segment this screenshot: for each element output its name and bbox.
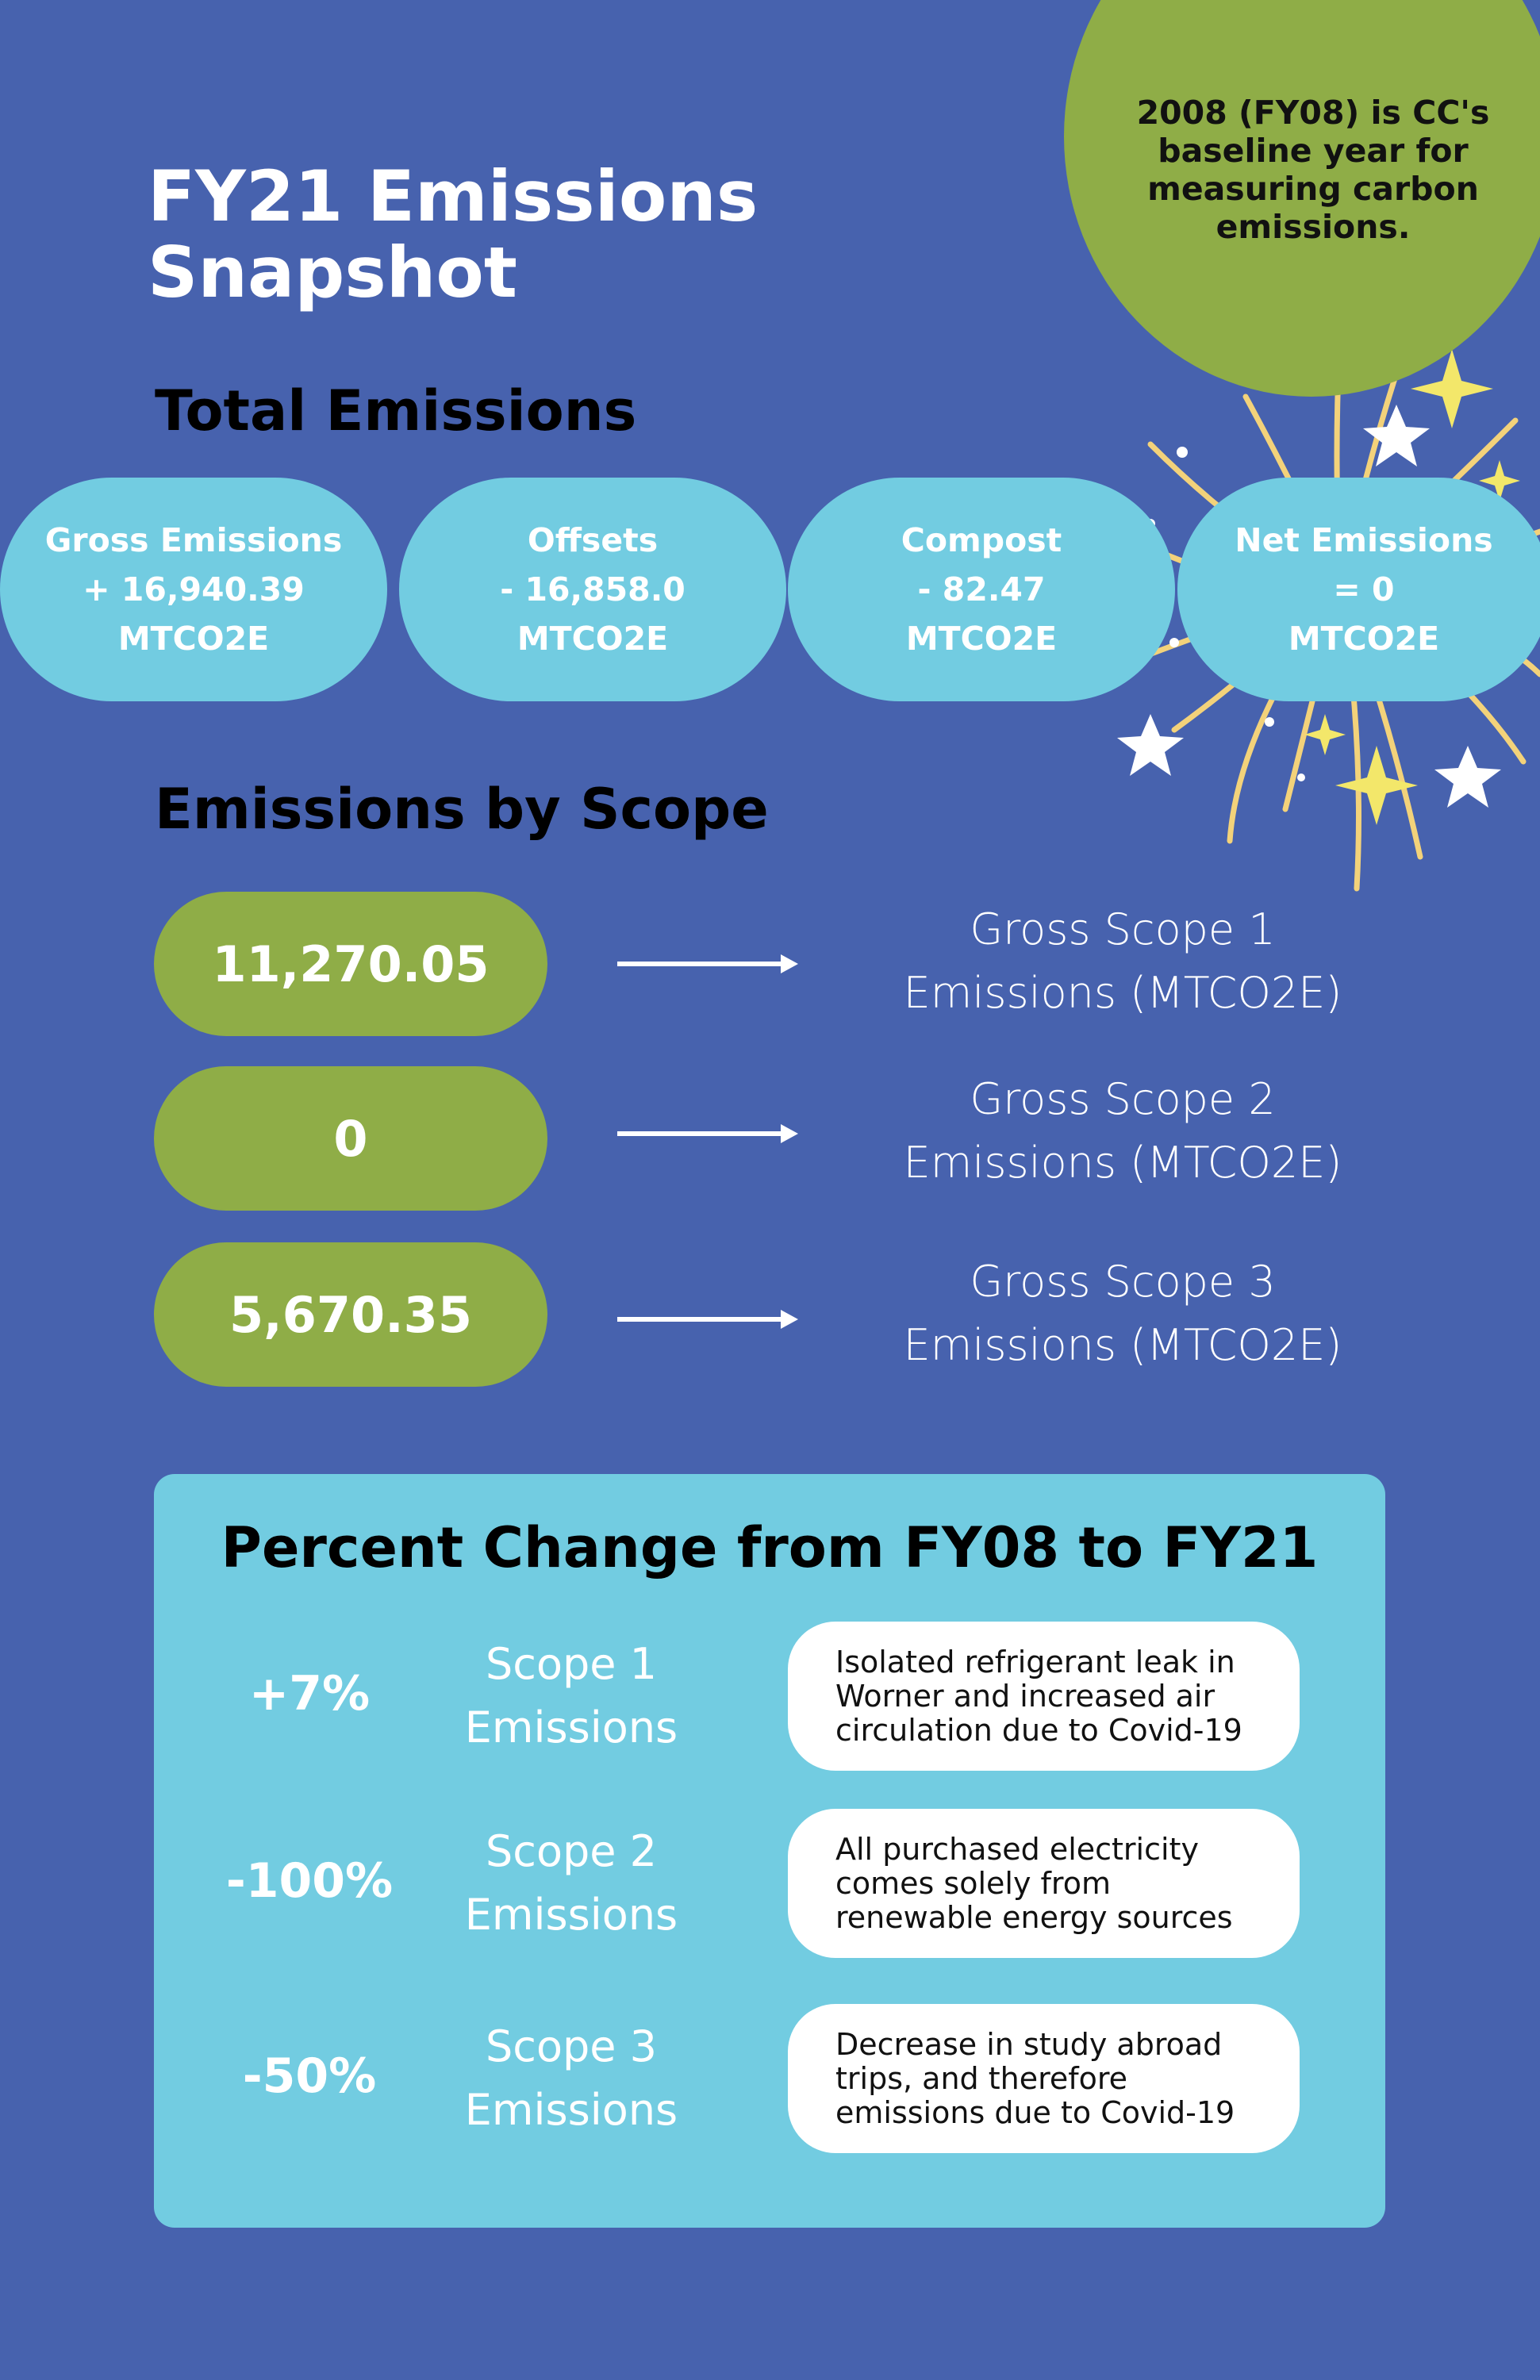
percent-change-heading: Percent Change from FY08 to FY21 bbox=[221, 1515, 1319, 1580]
total-value: - 82.47 bbox=[917, 570, 1046, 608]
total-label: Net Emissions bbox=[1235, 521, 1493, 559]
scope-label-line: Emissions (MTCO2E) bbox=[903, 968, 1342, 1018]
total-value: - 16,858.0 bbox=[500, 570, 686, 608]
baseline-note: 2008 (FY08) is CC's baseline year for me… bbox=[1136, 94, 1490, 246]
total-unit: MTCO2E bbox=[117, 620, 270, 658]
reason-line: Decrease in study abroad bbox=[835, 2026, 1223, 2062]
emissions-by-scope-heading: Emissions by Scope bbox=[155, 777, 769, 842]
arrow-right-icon bbox=[617, 954, 798, 973]
total-value: + 16,940.39 bbox=[83, 570, 305, 608]
total-emissions-heading: Total Emissions bbox=[155, 378, 637, 443]
scope-label-line: Emissions (MTCO2E) bbox=[903, 1320, 1342, 1370]
change-label-line: Emissions bbox=[464, 1702, 678, 1752]
total-value: = 0 bbox=[1333, 570, 1395, 608]
total-unit: MTCO2E bbox=[905, 620, 1058, 658]
scope-3-value: 5,670.35 bbox=[154, 1242, 547, 1387]
reason-line: emissions due to Covid-19 bbox=[835, 2094, 1235, 2130]
reason-line: renewable energy sources bbox=[835, 1899, 1233, 1935]
total-unit: MTCO2E bbox=[517, 620, 669, 658]
scope-1-label: Gross Scope 1 Emissions (MTCO2E) bbox=[857, 898, 1388, 1025]
reason-line: circulation due to Covid-19 bbox=[835, 1712, 1242, 1748]
arrow-right-icon bbox=[617, 1310, 798, 1329]
page-title: FY21 Emissions Snapshot bbox=[148, 155, 758, 313]
scope-2-percent: -100% bbox=[225, 1853, 394, 1909]
total-label: Offsets bbox=[527, 521, 659, 559]
scope-2-label: Gross Scope 2 Emissions (MTCO2E) bbox=[857, 1068, 1388, 1195]
scope-1-reason: Isolated refrigerant leak in Worner and … bbox=[788, 1622, 1300, 1771]
scope-1-change-label: Scope 1 Emissions bbox=[428, 1633, 714, 1760]
scope-2-reason: All purchased electricity comes solely f… bbox=[788, 1809, 1300, 1958]
change-label-line: Emissions bbox=[464, 2085, 678, 2135]
scope-3-reason: Decrease in study abroad trips, and ther… bbox=[788, 2004, 1300, 2153]
total-label: Gross Emissions bbox=[44, 521, 343, 559]
scope-2-value: 0 bbox=[154, 1066, 547, 1211]
scope-label-line: Gross Scope 2 bbox=[970, 1074, 1276, 1124]
reason-line: comes solely from bbox=[835, 1865, 1111, 1901]
scope-1-value: 11,270.05 bbox=[154, 892, 547, 1036]
scope-label-line: Gross Scope 3 bbox=[970, 1257, 1276, 1307]
reason-line: All purchased electricity bbox=[835, 1831, 1199, 1867]
reason-line: Isolated refrigerant leak in bbox=[835, 1644, 1235, 1679]
scope-1-percent: +7% bbox=[248, 1666, 371, 1722]
compost-pill: Compost - 82.47 MTCO2E bbox=[788, 478, 1175, 701]
scope-label-line: Gross Scope 1 bbox=[970, 904, 1276, 954]
net-emissions-pill: Net Emissions = 0 MTCO2E bbox=[1177, 478, 1540, 701]
change-label-line: Scope 1 bbox=[485, 1639, 658, 1689]
gross-emissions-pill: Gross Emissions + 16,940.39 MTCO2E bbox=[0, 478, 387, 701]
scope-3-change-label: Scope 3 Emissions bbox=[428, 2015, 714, 2142]
scope-3-percent: -50% bbox=[242, 2048, 377, 2104]
scope-3-label: Gross Scope 3 Emissions (MTCO2E) bbox=[857, 1250, 1388, 1377]
scope-label-line: Emissions (MTCO2E) bbox=[903, 1138, 1342, 1188]
change-label-line: Scope 3 bbox=[485, 2021, 658, 2071]
change-label-line: Emissions bbox=[464, 1890, 678, 1940]
total-unit: MTCO2E bbox=[1288, 620, 1440, 658]
scope-2-change-label: Scope 2 Emissions bbox=[428, 1820, 714, 1947]
total-label: Compost bbox=[901, 521, 1062, 559]
arrow-right-icon bbox=[617, 1124, 798, 1143]
reason-line: Worner and increased air bbox=[835, 1678, 1215, 1714]
change-label-line: Scope 2 bbox=[485, 1826, 658, 1876]
reason-line: trips, and therefore bbox=[835, 2060, 1128, 2096]
offsets-pill: Offsets - 16,858.0 MTCO2E bbox=[399, 478, 786, 701]
